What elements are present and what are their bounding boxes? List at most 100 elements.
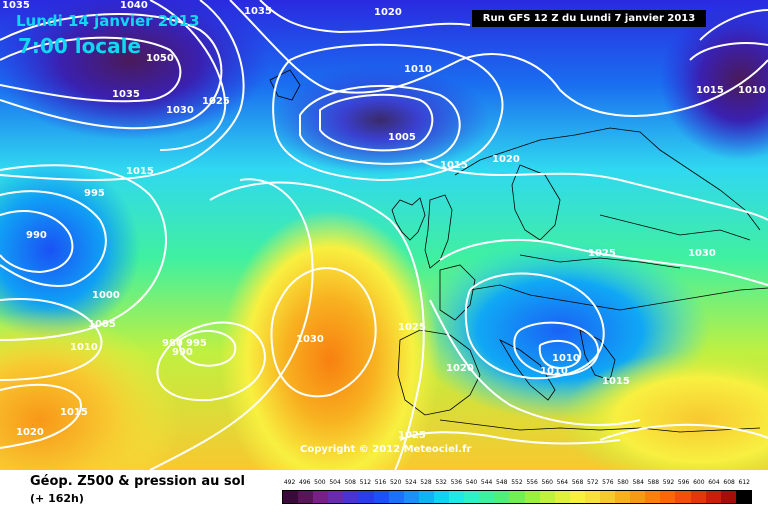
scale-swatch [720,491,736,503]
isobar-label: 1025 [398,322,426,333]
scale-swatch [615,491,631,503]
isobar-label: 1015 [440,160,468,171]
scale-tick-label: 548 [496,479,508,486]
isobar-label: 1005 [388,132,416,143]
isobar-label: 995 [84,188,105,199]
scale-swatch [313,491,329,503]
isobar-label: 1035 [244,6,272,17]
isobar-label: 1010 [404,64,432,75]
isobar-label: 1010 [70,342,98,353]
scale-swatch [524,491,540,503]
isobar-label: 1020 [492,154,520,165]
scale-swatch [660,491,676,503]
scale-tick-label: 600 [693,479,705,486]
isobar-label: 1025 [588,248,616,259]
scale-tick-label: 560 [541,479,553,486]
scale-tick-label: 576 [602,479,614,486]
isobar-label: 1010 [738,85,766,96]
scale-tick-label: 572 [586,479,599,486]
isobar-label: 1015 [602,376,630,387]
scale-swatch [418,491,434,503]
color-scale-ticks: 492 496 500 504 508 512 516 520 524 528 532 536 540 5… [282,478,752,488]
scale-swatch [388,491,404,503]
high-pressure-ridge [220,210,440,470]
scale-swatch [298,491,314,503]
isobar-label: 1015 [126,166,154,177]
scale-swatch [343,491,359,503]
low-pressure-west [0,160,140,340]
isobar-label: 1035 [2,0,30,11]
forecast-valid-date: Lundi 14 janvier 2013 [16,12,200,30]
isobars [0,0,768,470]
model-run-banner: Run GFS 12 Z du Lundi 7 janvier 2013 [472,10,706,27]
isobar-label: 1020 [16,427,44,438]
scale-tick-label: 552 [511,479,523,486]
scale-swatch [403,491,419,503]
scale-tick-label: 500 [314,479,326,486]
isobar-label: 1025 [202,96,230,107]
scale-swatch [449,491,465,503]
chart-title: Géop. Z500 & pression au sol [30,474,245,489]
scale-tick-label: 568 [571,479,584,486]
low-pressure-north [270,65,490,175]
scale-tick-label: 504 [329,479,341,486]
scale-tick-label: 584 [632,479,644,486]
coastlines [269,69,768,433]
forecast-map [0,0,768,470]
scale-swatch [433,491,450,503]
scale-swatch [328,491,344,503]
isobar-label: 1035 [112,89,140,100]
scale-tick-label: 508 [344,479,356,486]
scale-swatch [599,491,616,503]
isobar-label: 1025 [398,430,426,441]
isobar-label: 1000 [92,290,120,301]
scale-tick-label: 556 [526,479,538,486]
isobar-label: 1020 [446,363,474,374]
forecast-valid-time: 7:00 locale [18,34,142,58]
scale-tick-label: 532 [435,479,447,486]
scale-swatch [630,491,646,503]
scale-tick-label: 596 [677,479,690,486]
forecast-range: (+ 162h) [30,492,84,505]
scale-tick-label: 580 [617,479,629,486]
scale-tick-label: 512 [359,479,372,486]
scale-swatch [358,491,374,503]
isobar-label: 1030 [166,105,194,116]
scale-swatch [690,491,706,503]
isobar-label: 1015 [696,85,724,96]
copyright-notice: Copyright © 2012 Meteociel.fr [300,444,472,455]
scale-tick-label: 608 [723,479,735,486]
scale-swatch [569,491,585,503]
scale-tick-label: 492 [283,479,296,486]
scale-tick-label: 544 [480,479,493,486]
scale-swatch [479,491,495,503]
isobar-label: 1030 [688,248,716,259]
scale-swatch [373,491,389,503]
isobar-label: 1010 [552,353,580,364]
isobar-label: 1020 [374,7,402,18]
scale-swatch [645,491,661,503]
scale-tick-label: 592 [662,479,675,486]
scale-swatch [494,491,510,503]
scale-tick-label: 524 [405,479,417,486]
scale-tick-label: 540 [465,479,478,486]
scale-tick-label: 496 [299,479,311,486]
isobar-label: 990 [172,347,193,358]
isobar-label: 1030 [296,334,324,345]
scale-swatch [539,491,555,503]
isobar-label: 995 [186,338,207,349]
scale-swatch [554,491,570,503]
scale-swatch [509,491,525,503]
scale-tick-label: 536 [450,479,463,486]
isobar-label: 1010 [540,366,568,377]
scale-swatch [584,491,600,503]
isobar-label: 1005 [88,319,116,330]
scale-swatch [283,491,299,503]
scale-tick-label: 528 [420,479,432,486]
isobar-label: 1040 [120,0,148,11]
scale-tick-label: 516 [374,479,387,486]
scale-tick-label: 604 [708,479,720,486]
isobar-label: 980 [162,338,183,349]
isobar-label: 990 [26,230,47,241]
